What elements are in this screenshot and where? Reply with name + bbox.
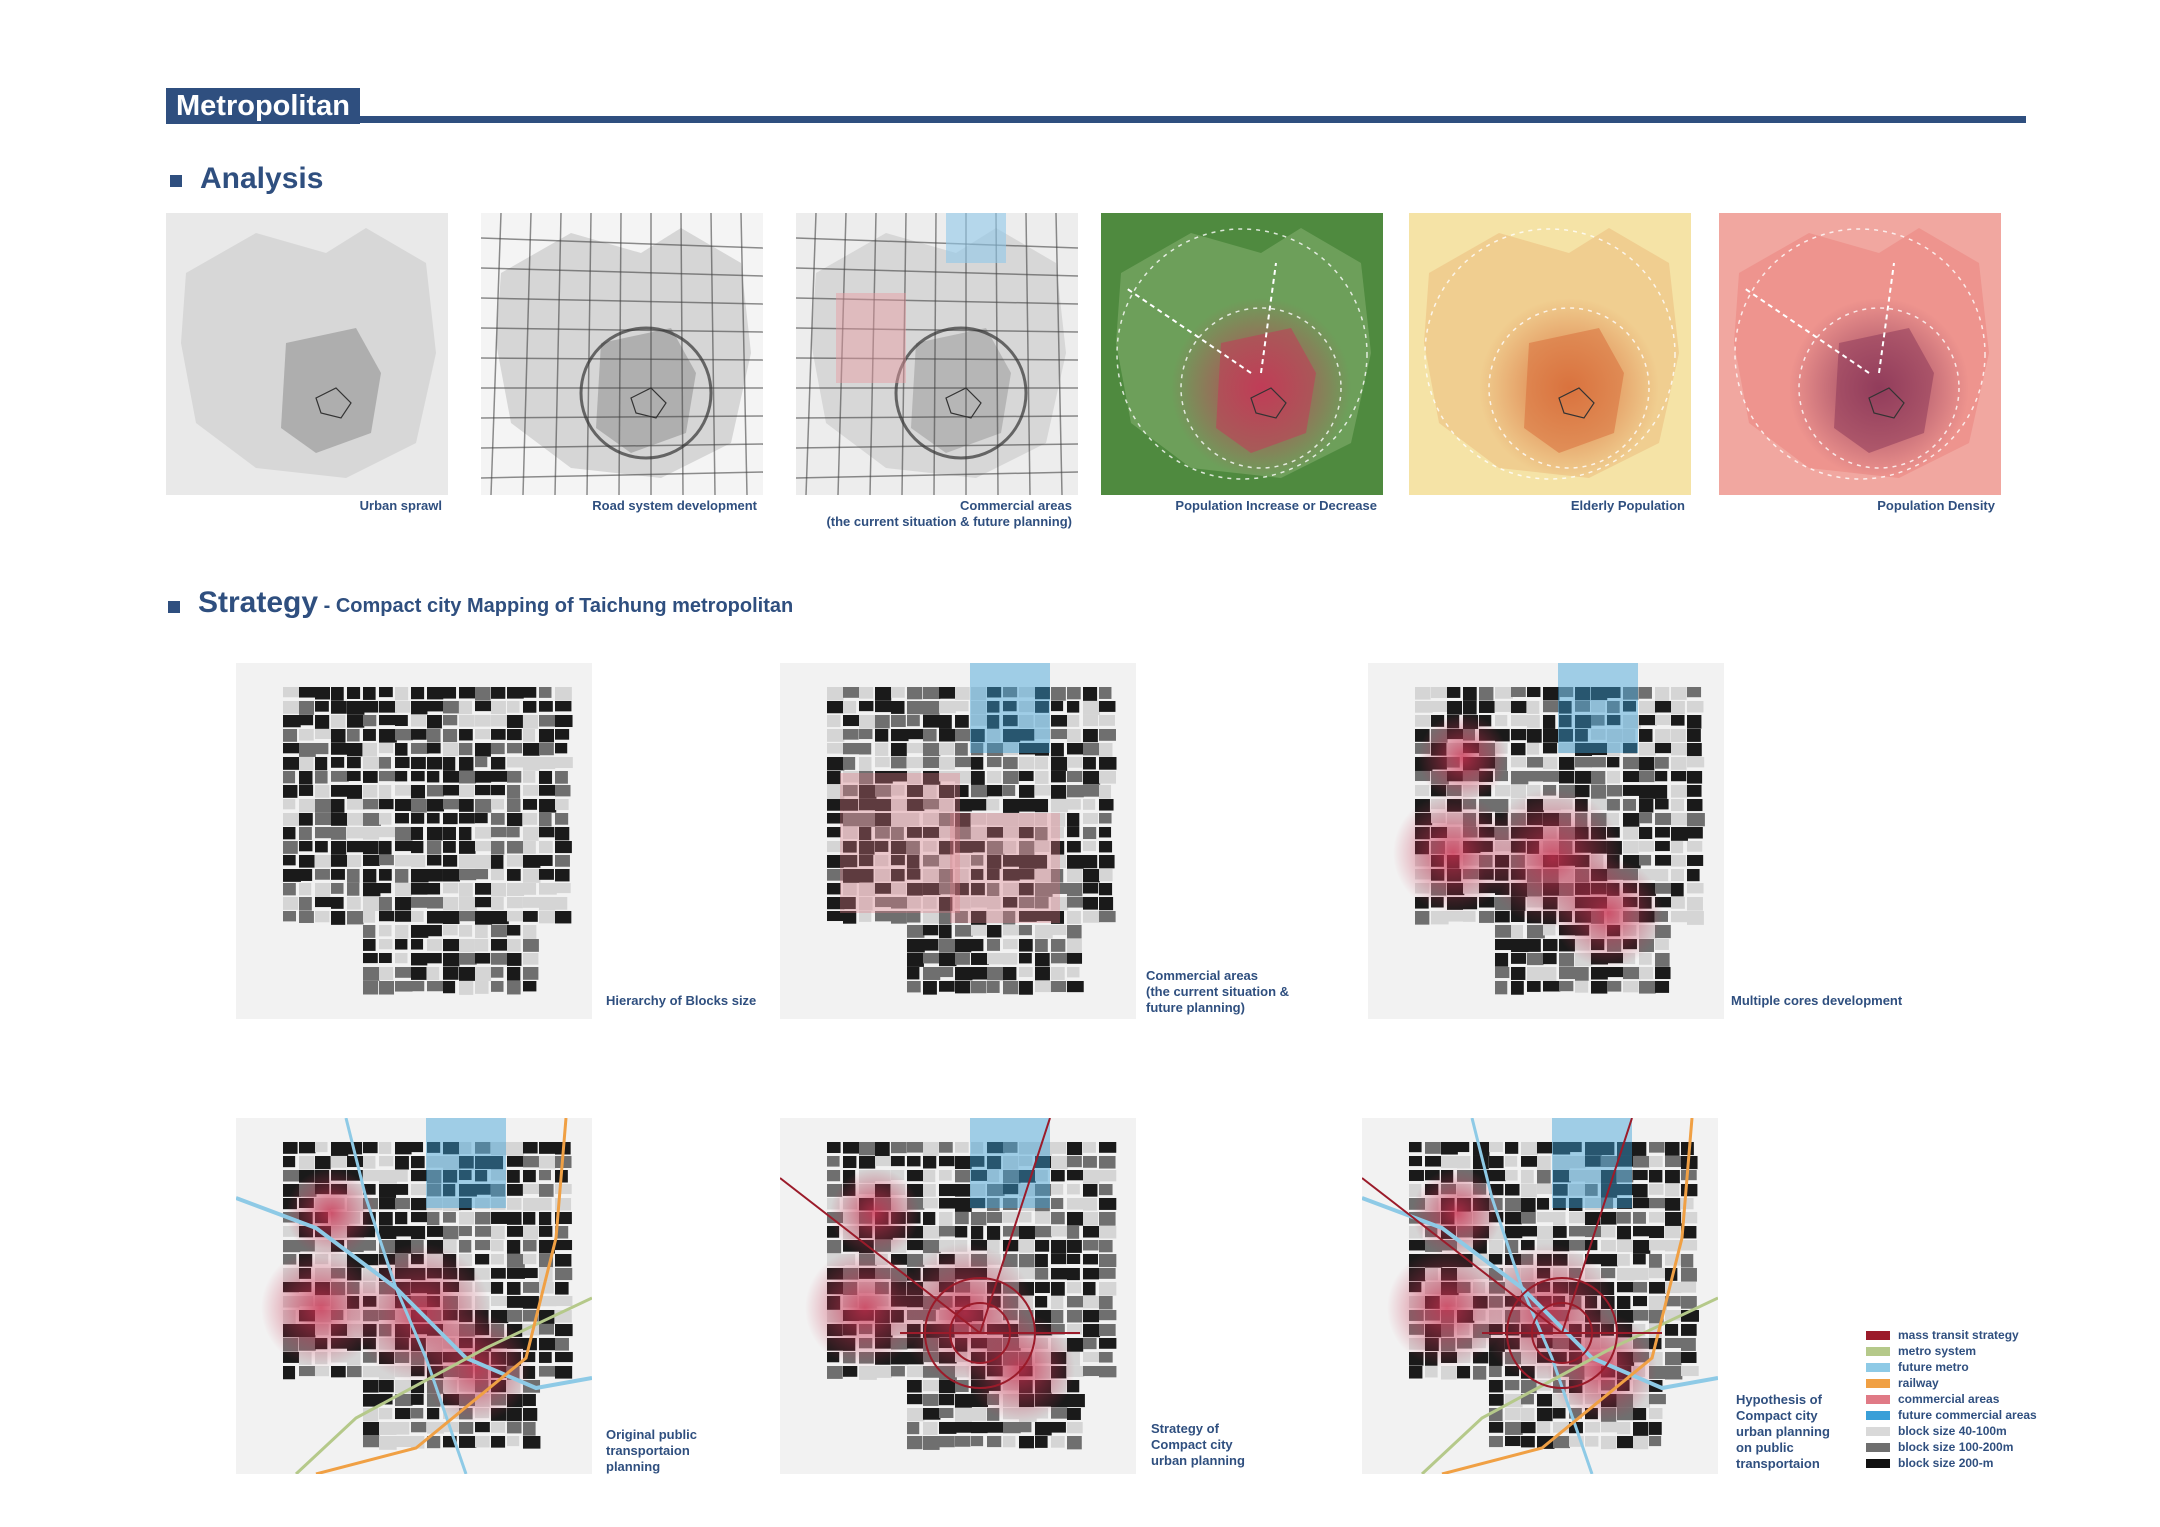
legend-item: railway (1866, 1376, 2106, 1392)
legend-label: block size 200-m (1898, 1456, 1994, 1470)
legend-item: block size 200-m (1866, 1456, 2106, 1472)
legend-item: block size 40-100m (1866, 1424, 2106, 1440)
analysis-caption-4: Population Increase or Decrease (1175, 498, 1377, 513)
strategy-caption-4: Original public transportaion planning (606, 1427, 698, 1474)
strategy-caption-5: Strategy of Compact city urban planning (1151, 1421, 1245, 1468)
legend-item: mass transit strategy (1866, 1328, 2106, 1344)
legend-item: future commercial areas (1866, 1408, 2106, 1424)
strategy-subtitle: - Compact city Mapping of Taichung metro… (318, 595, 794, 617)
legend-label: future commercial areas (1898, 1408, 2037, 1422)
analysis-caption-3: Commercial areas (the current situation &… (826, 498, 1072, 529)
header-rule (166, 116, 2026, 123)
legend-swatch (1866, 1443, 1890, 1452)
legend-label: block size 100-200m (1898, 1440, 2014, 1454)
strategy-map-5 (780, 1118, 1136, 1474)
strategy-map-1 (236, 663, 592, 1019)
analysis-map-2 (481, 213, 763, 495)
strategy-title: Strategy - Compact city Mapping of Taich… (198, 586, 793, 620)
analysis-caption-5: Elderly Population (1570, 498, 1685, 513)
legend-swatch (1866, 1411, 1890, 1420)
analysis-map-4 (1101, 213, 1383, 495)
legend-item: metro system (1866, 1344, 2106, 1360)
analysis-map-6 (1719, 213, 2001, 495)
analysis-caption-6: Population Density (1877, 498, 1995, 513)
analysis-map-3 (796, 213, 1078, 495)
strategy-caption-6: Hypothesis of Compact city urban planning o… (1736, 1392, 1830, 1471)
strategy-caption-3: Multiple cores development (1731, 993, 1903, 1008)
legend-swatch (1866, 1395, 1890, 1404)
legend-label: commercial areas (1898, 1392, 2000, 1406)
legend-swatch (1866, 1379, 1890, 1388)
analysis-caption-2: Road system development (592, 498, 757, 513)
legend-swatch (1866, 1363, 1890, 1372)
legend-label: railway (1898, 1376, 1939, 1390)
legend-item: commercial areas (1866, 1392, 2106, 1408)
legend-swatch (1866, 1331, 1890, 1340)
legend-item: block size 100-200m (1866, 1440, 2106, 1456)
legend-label: mass transit strategy (1898, 1328, 2019, 1342)
legend-label: metro system (1898, 1344, 1977, 1358)
legend-label: block size 40-100m (1898, 1424, 2007, 1438)
strategy-map-3 (1368, 663, 1724, 1019)
analysis-map-5 (1409, 213, 1691, 495)
page-title: Metropolitan (166, 88, 360, 124)
strategy-map-6 (1362, 1118, 1718, 1474)
analysis-title: Analysis (200, 162, 324, 195)
legend-swatch (1866, 1347, 1890, 1356)
strategy-caption-2: Commercial areas (the current situation &… (1146, 968, 1290, 1015)
strategy-map-4 (236, 1118, 592, 1474)
strategy-map-2 (780, 663, 1136, 1019)
strategy-title-main: Strategy (198, 586, 319, 619)
analysis-map-1 (166, 213, 448, 495)
legend-swatch (1866, 1427, 1890, 1436)
strategy-caption-1: Hierarchy of Blocks size (606, 993, 757, 1008)
analysis-bullet-icon (170, 175, 182, 187)
analysis-caption-1: Urban sprawl (359, 498, 442, 513)
strategy-bullet-icon (168, 601, 180, 613)
legend-item: future metro (1866, 1360, 2106, 1376)
legend-swatch (1866, 1459, 1890, 1468)
legend-label: future metro (1898, 1360, 1969, 1374)
legend: mass transit strategy metro system future … (1866, 1328, 2106, 1472)
